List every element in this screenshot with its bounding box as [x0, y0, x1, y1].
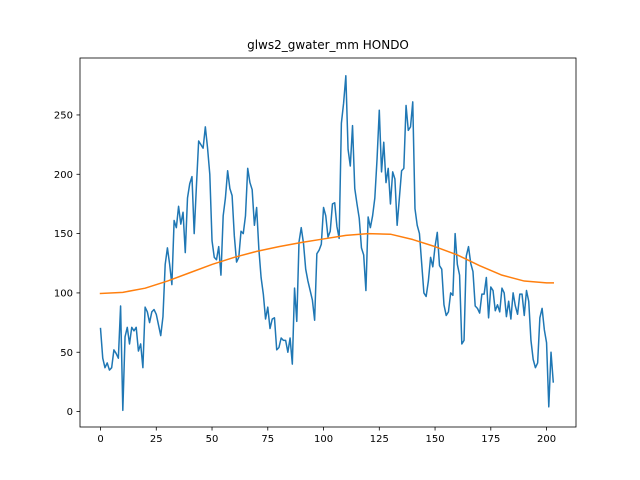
- y-tick-label: 200: [54, 170, 73, 181]
- plot-area: [99, 75, 555, 412]
- y-tick-label: 50: [60, 348, 73, 359]
- series-line-2: [99, 232, 554, 295]
- x-tick-label: 50: [206, 434, 219, 445]
- x-tick-label: 150: [426, 434, 445, 445]
- series-line-1: [99, 75, 555, 412]
- axes: 0 25 50 75 100 125 150 175 200 0 50 100 150 200 250: [54, 57, 577, 445]
- x-tick-label: 75: [261, 434, 274, 445]
- y-tick-label: 100: [54, 288, 73, 299]
- x-tick-label: 125: [370, 434, 389, 445]
- x-tick-label: 200: [537, 434, 556, 445]
- axes-frame: [79, 57, 577, 428]
- y-tick-label: 0: [67, 407, 73, 418]
- y-tick-label: 250: [54, 110, 73, 121]
- chart-title: glws2_gwater_mm HONDO: [247, 38, 409, 52]
- x-tick-label: 175: [481, 434, 500, 445]
- x-tick-label: 0: [97, 434, 103, 445]
- y-tick-label: 150: [54, 229, 73, 240]
- x-tick-label: 25: [150, 434, 163, 445]
- x-tick-label: 100: [314, 434, 333, 445]
